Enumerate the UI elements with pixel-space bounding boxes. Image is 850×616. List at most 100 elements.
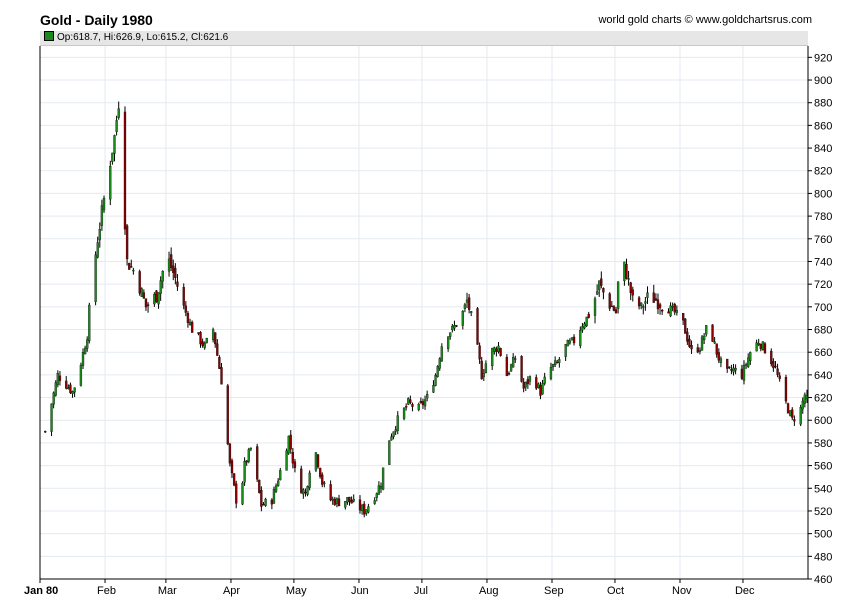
candle-up — [109, 166, 112, 200]
candle-up — [153, 294, 156, 305]
candle-down — [612, 306, 616, 311]
candle-down — [667, 311, 670, 314]
y-tick-label: 540 — [814, 483, 832, 495]
candle-up — [111, 152, 114, 162]
candle-down — [130, 266, 133, 268]
candle-down — [740, 368, 744, 379]
candle-down — [197, 332, 200, 334]
candle-down — [690, 345, 693, 350]
candle-up — [453, 325, 456, 329]
candle-down — [216, 343, 219, 356]
candle-down — [144, 298, 148, 308]
candle-down — [608, 293, 611, 309]
candle-up — [115, 120, 118, 132]
candle-down — [125, 225, 129, 260]
candle-up — [484, 363, 488, 374]
y-tick-label: 600 — [814, 415, 832, 427]
candle-up — [346, 497, 349, 503]
candle-up — [570, 337, 574, 340]
candle-down — [715, 343, 718, 355]
y-tick-label: 860 — [814, 120, 832, 132]
candle-down — [776, 368, 779, 375]
candle-up — [365, 509, 368, 514]
candle-down — [304, 491, 307, 494]
x-tick-label: Aug — [479, 585, 499, 597]
candle-down — [610, 305, 613, 308]
candle-up — [757, 343, 760, 345]
candle-down — [232, 473, 236, 486]
candle-down — [535, 377, 538, 389]
candle-up — [755, 342, 758, 352]
candle-down — [572, 336, 576, 344]
up-candle-swatch-icon — [44, 31, 54, 41]
candle-down — [726, 358, 729, 369]
candle-up — [98, 229, 101, 241]
candle-up — [734, 368, 737, 371]
candle-down — [182, 287, 185, 306]
candle-up — [287, 435, 290, 454]
candle-up — [159, 280, 162, 294]
candle-down — [142, 292, 146, 299]
candle-up — [640, 302, 643, 306]
candle-up — [583, 323, 586, 329]
candle-up — [744, 364, 748, 366]
candle-down — [688, 338, 691, 347]
candle-down — [600, 278, 603, 286]
candle-down — [128, 263, 131, 270]
candle-down — [289, 434, 292, 450]
candle-up — [81, 352, 85, 366]
candle-up — [88, 304, 91, 342]
candle-down — [174, 268, 177, 278]
candle-down — [520, 355, 523, 382]
candle-up — [669, 305, 672, 317]
candle-down — [260, 490, 263, 507]
candle-down — [778, 375, 781, 379]
candle-down — [300, 468, 303, 494]
candle-down — [730, 369, 733, 371]
candle-up — [247, 449, 250, 462]
y-tick-label: 500 — [814, 529, 832, 541]
candle-down — [539, 385, 542, 396]
candle-down — [199, 332, 202, 345]
candle-up — [352, 498, 355, 502]
x-tick-label: May — [286, 585, 307, 597]
candle-up — [274, 485, 278, 492]
candle-down — [681, 313, 685, 321]
x-tick-label: Mar — [158, 585, 177, 597]
candle-up — [377, 485, 381, 495]
candle-up — [188, 322, 192, 326]
chart-credit: world gold charts © www.goldchartsrus.co… — [598, 14, 812, 26]
candle-down — [631, 289, 634, 296]
candle-up — [94, 254, 97, 302]
candle-down — [184, 305, 187, 313]
candle-up — [593, 298, 597, 316]
candle-down — [505, 356, 509, 377]
candle-down — [791, 409, 794, 418]
candle-up — [392, 431, 395, 437]
candle-down — [661, 310, 664, 312]
y-tick-label: 660 — [814, 347, 832, 359]
candle-down — [673, 303, 676, 313]
candle-up — [789, 410, 792, 416]
candle-up — [52, 392, 55, 405]
candle-up — [367, 506, 370, 513]
candle-up — [524, 381, 527, 388]
candle-down — [65, 380, 68, 389]
candle-up — [623, 261, 626, 282]
candle-down — [316, 454, 320, 468]
candle-down — [228, 443, 232, 464]
x-tick-label: Jul — [414, 585, 428, 597]
candle-down — [684, 318, 687, 334]
candle-down — [411, 403, 414, 407]
candle-down — [556, 361, 559, 364]
candle-down — [293, 461, 297, 468]
candle-up — [396, 415, 399, 431]
candle-up — [306, 486, 309, 495]
candle-up — [585, 316, 588, 327]
candle-up — [698, 349, 702, 352]
candle-up — [67, 387, 70, 389]
candle-up — [749, 352, 752, 362]
candle-down — [409, 399, 412, 403]
candle-down — [172, 265, 175, 273]
candle-up — [543, 376, 546, 384]
